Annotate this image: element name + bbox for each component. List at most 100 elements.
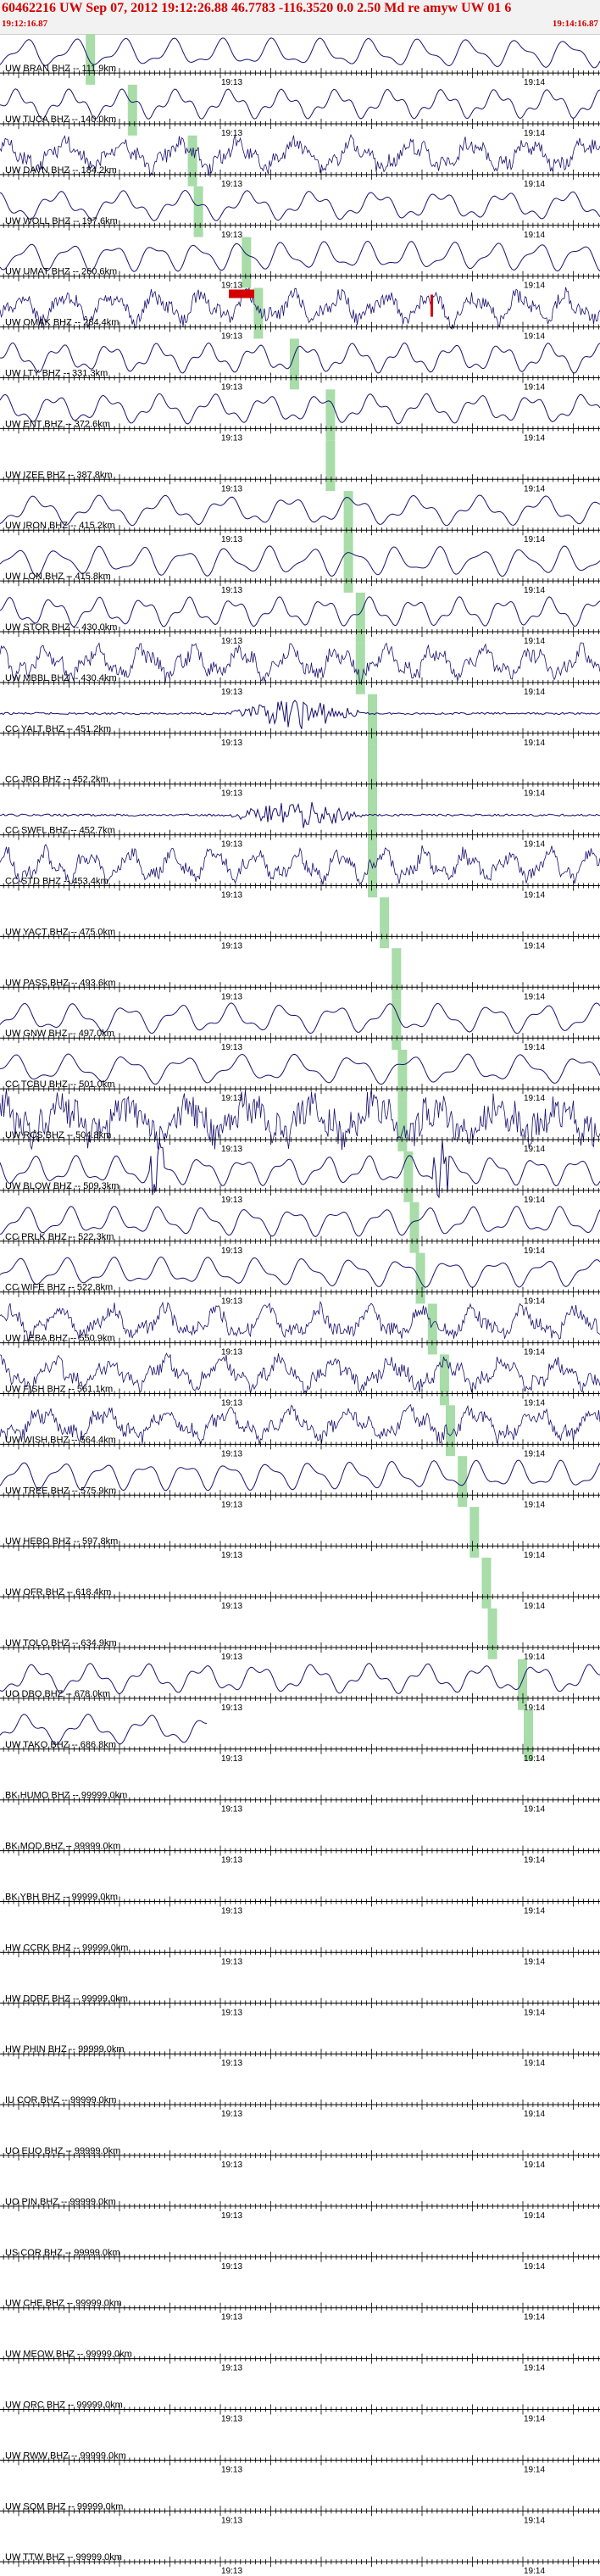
channel-label[interactable]: UW TOLO BHZ -- 634.9km: [5, 1638, 117, 1648]
channel-label[interactable]: UW DAVN BHZ -- 184.2km: [5, 165, 117, 176]
arrival-pick-band: [469, 1507, 480, 1558]
minute-label: 19:13: [221, 992, 242, 1001]
channel-label[interactable]: UW BRAN BHZ -- 111.9km: [5, 64, 116, 74]
channel-label[interactable]: UW LEBA BHZ -- 550.9km: [5, 1334, 115, 1344]
channel-label[interactable]: UW OMAK BHZ -- 284.4km: [5, 318, 119, 328]
channel-label[interactable]: UO DBO BHZ -- 678.0km: [5, 1689, 110, 1699]
channel-label[interactable]: UW WISH BHZ -- 564.4km: [5, 1435, 116, 1445]
channel-label[interactable]: BK YBH BHZ -- 99999.0km: [5, 1893, 118, 1903]
minute-label: 19:14: [524, 992, 545, 1001]
minute-label: 19:14: [524, 1703, 545, 1713]
arrival-pick-band: [127, 84, 137, 136]
waveform-trace: [0, 287, 600, 330]
channel-label[interactable]: UW ENT BHZ -- 372.6km: [5, 419, 110, 429]
minute-label: 19:13: [221, 1196, 242, 1205]
waveform-trace: [0, 1205, 600, 1237]
arrival-pick-band: [518, 1659, 527, 1710]
channel-label[interactable]: UW IRON BHZ -- 415.2km: [5, 521, 115, 531]
end-time-label: 19:14:16.87: [552, 19, 598, 29]
arrival-pick-band: [193, 186, 203, 237]
arrival-pick-band: [187, 135, 197, 187]
channel-label[interactable]: UW STOR BHZ -- 430.0km: [5, 622, 117, 633]
channel-label[interactable]: UW MBBL BHZ -- 430.4km: [5, 673, 117, 683]
channel-label[interactable]: UW LTY BHZ -- 331.3km: [5, 369, 108, 379]
minute-label: 19:14: [524, 1145, 545, 1154]
channel-label[interactable]: CC JRO BHZ -- 452.2km: [5, 775, 108, 785]
phase-pick-marker[interactable]: [229, 289, 254, 298]
arrival-pick-band: [392, 948, 402, 1000]
waveform-trace: [0, 1089, 600, 1151]
channel-label[interactable]: UW UMAT BHZ -- 260.6km: [5, 267, 117, 277]
minute-label: 19:14: [524, 332, 545, 342]
channel-label[interactable]: CC PRLK BHZ -- 522.3km: [5, 1232, 114, 1242]
minute-label: 19:14: [524, 1907, 545, 1916]
channel-label[interactable]: CC TCBU BHZ -- 501.0km: [5, 1079, 114, 1090]
channel-label[interactable]: UW IZEE BHZ -- 387.8km: [5, 470, 113, 480]
minute-label: 19:14: [524, 789, 545, 799]
channel-label[interactable]: CC YALT BHZ -- 451.2km: [5, 724, 111, 734]
waveform-trace: [0, 1300, 600, 1342]
channel-label[interactable]: UW OFR BHZ -- 618.4km: [5, 1587, 111, 1597]
channel-label[interactable]: UW FISH BHZ -- 561.1km: [5, 1385, 113, 1395]
channel-label[interactable]: BK MOD BHZ -- 99999.0km: [5, 1842, 120, 1852]
channel-label[interactable]: UW BLOW BHZ -- 509.3km: [5, 1181, 119, 1191]
arrival-pick-band: [481, 1558, 492, 1609]
channel-label[interactable]: HW CCRK BHZ -- 99999.0km: [5, 1943, 128, 1953]
minute-label: 19:13: [221, 1805, 242, 1815]
arrival-pick-band: [368, 744, 377, 796]
waveform-trace: [0, 240, 600, 272]
phase-pick-marker[interactable]: [431, 294, 433, 317]
channel-label[interactable]: HW DDRF BHZ -- 99999.0km: [5, 1993, 128, 2004]
minute-label: 19:14: [524, 180, 545, 189]
channel-label[interactable]: UW YACT BHZ -- 475.0km: [5, 927, 115, 937]
channel-label[interactable]: HW PHIN BHZ -- 99999.0km: [5, 2044, 125, 2055]
minute-label: 19:13: [221, 1399, 242, 1408]
minute-label: 19:13: [221, 688, 242, 697]
channel-label[interactable]: UW LON BHZ -- 415.8km: [5, 572, 111, 582]
arrival-pick-band: [242, 237, 252, 288]
channel-label[interactable]: CC SWFL BHZ -- 452.7km: [5, 826, 115, 836]
channel-label[interactable]: UW TAKO BHZ -- 686.8km: [5, 1740, 116, 1750]
channel-label[interactable]: UW RCS BHZ -- 504.8km: [5, 1130, 111, 1140]
waveform-trace: [0, 1140, 600, 1199]
minute-label: 19:14: [524, 1856, 545, 1865]
arrival-pick-band: [397, 1050, 408, 1101]
minute-label: 19:14: [524, 1754, 545, 1764]
channel-label[interactable]: UW TREE BHZ -- 575.9km: [5, 1486, 116, 1496]
arrival-pick-band: [325, 389, 336, 441]
channel-label[interactable]: UW TUCA BHZ -- 140.0km: [5, 114, 116, 125]
waveform-trace: [0, 545, 600, 577]
waveform-trace: [0, 801, 600, 828]
event-header: 60462216 UW Sep 07, 2012 19:12:26.88 46.…: [0, 0, 600, 35]
minute-label: 19:13: [221, 129, 242, 138]
minute-label: 19:14: [524, 1246, 545, 1256]
minute-label: 19:13: [221, 1500, 242, 1509]
arrival-pick-band: [368, 846, 377, 898]
minute-label: 19:13: [221, 891, 242, 900]
minute-label: 19:14: [524, 484, 545, 493]
channel-label[interactable]: UW HEBO BHZ -- 597.8km: [5, 1536, 118, 1547]
channel-label[interactable]: UW PASS BHZ -- 493.6km: [5, 978, 116, 988]
channel-label[interactable]: CC STD BHZ -- 453.4km: [5, 877, 108, 887]
channel-label[interactable]: UW GNW BHZ -- 497.0km: [5, 1029, 114, 1039]
channel-label[interactable]: BK HUMO BHZ -- 99999.0km: [5, 1791, 127, 1801]
waveform-trace: [0, 1459, 600, 1492]
waveform-trace: [0, 596, 600, 627]
arrival-pick-band: [392, 999, 402, 1050]
waveform-trace: [0, 1002, 600, 1034]
minute-label: 19:13: [221, 484, 242, 493]
waveform-trace: [0, 494, 600, 527]
minute-label: 19:14: [524, 383, 545, 393]
minute-label: 19:13: [221, 1653, 242, 1662]
channel-label[interactable]: UW WOLL BHZ -- 197.6km: [5, 216, 118, 226]
arrival-pick-band: [487, 1608, 497, 1659]
minute-label: 19:13: [221, 1551, 242, 1560]
waveform-trace: [0, 1352, 600, 1396]
minute-label: 19:13: [221, 1602, 242, 1611]
minute-label: 19:13: [221, 383, 242, 393]
minute-label: 19:14: [524, 2008, 545, 2017]
channel-label[interactable]: CC WIFE BHZ -- 522.8km: [5, 1283, 113, 1293]
arrival-pick-band: [439, 1354, 449, 1406]
arrival-pick-band: [458, 1456, 468, 1508]
